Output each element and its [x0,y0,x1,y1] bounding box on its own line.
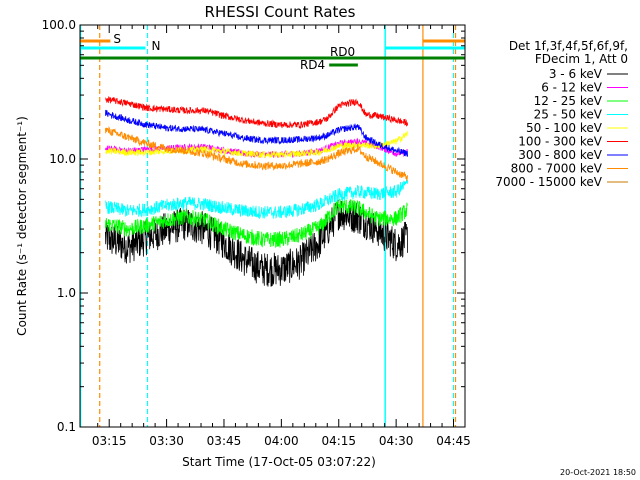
legend-label-1: 3 - 6 keV [549,67,603,81]
series-line-4 [105,178,408,219]
legend-label-5: 50 - 100 keV [526,121,603,135]
series-line-8 [105,125,408,181]
legend: Det 1f,3f,4f,5f,6f,9f, FDecim 1, Att 0 3… [495,39,628,189]
legend-header-1: Det 1f,3f,4f,5f,6f,9f, [509,39,628,53]
plot-frame [79,24,466,428]
legend-label-4: 25 - 50 keV [534,108,603,122]
series-line-3 [105,198,408,248]
x-axis-label: Start Time (17-Oct-05 03:07:22) [182,455,376,469]
x-tick-label: 04:00 [264,434,299,448]
chart-title: RHESSI Count Rates [205,3,356,21]
legend-label-2: 6 - 12 keV [541,81,603,95]
x-tick-label: 04:30 [379,434,414,448]
overlay-layer: S N RD0 RD4 [79,25,465,427]
attenuator-label: S [113,32,121,46]
y-tick-label: 1.0 [57,286,76,300]
legend-label-8: 800 - 7000 keV [511,162,603,176]
rd4-label: RD4 [300,58,325,72]
y-tick-label: 10.0 [49,152,76,166]
x-tick-label: 04:45 [436,434,471,448]
series-line-6 [105,96,408,130]
y-tick-label: 0.1 [57,420,76,434]
legend-label-3: 12 - 25 keV [534,94,603,108]
legend-label-7: 300 - 800 keV [518,148,602,162]
series-layer [105,96,408,287]
legend-label-6: 100 - 300 keV [518,135,602,149]
night-label: N [151,39,160,53]
legend-label-9: 7000 - 15000 keV [495,175,602,189]
axis-layer: 0.1 1.0 10.0 100.0 03:15 03:30 03:45 04:00 04:15… [42,18,471,448]
series-line-1 [105,199,408,287]
series-line-7 [105,109,408,157]
y-axis-label: Count Rate (s⁻¹ detector segment⁻¹) [15,116,29,336]
legend-header-2: FDecim 1, Att 0 [535,52,628,66]
x-tick-label: 03:15 [92,434,127,448]
timestamp: 20-Oct-2021 18:50 [560,468,636,477]
y-tick-label: 100.0 [42,18,76,32]
rd0-label: RD0 [330,45,355,59]
x-tick-label: 04:15 [321,434,356,448]
x-tick-label: 03:45 [207,434,242,448]
x-tick-label: 03:30 [149,434,184,448]
